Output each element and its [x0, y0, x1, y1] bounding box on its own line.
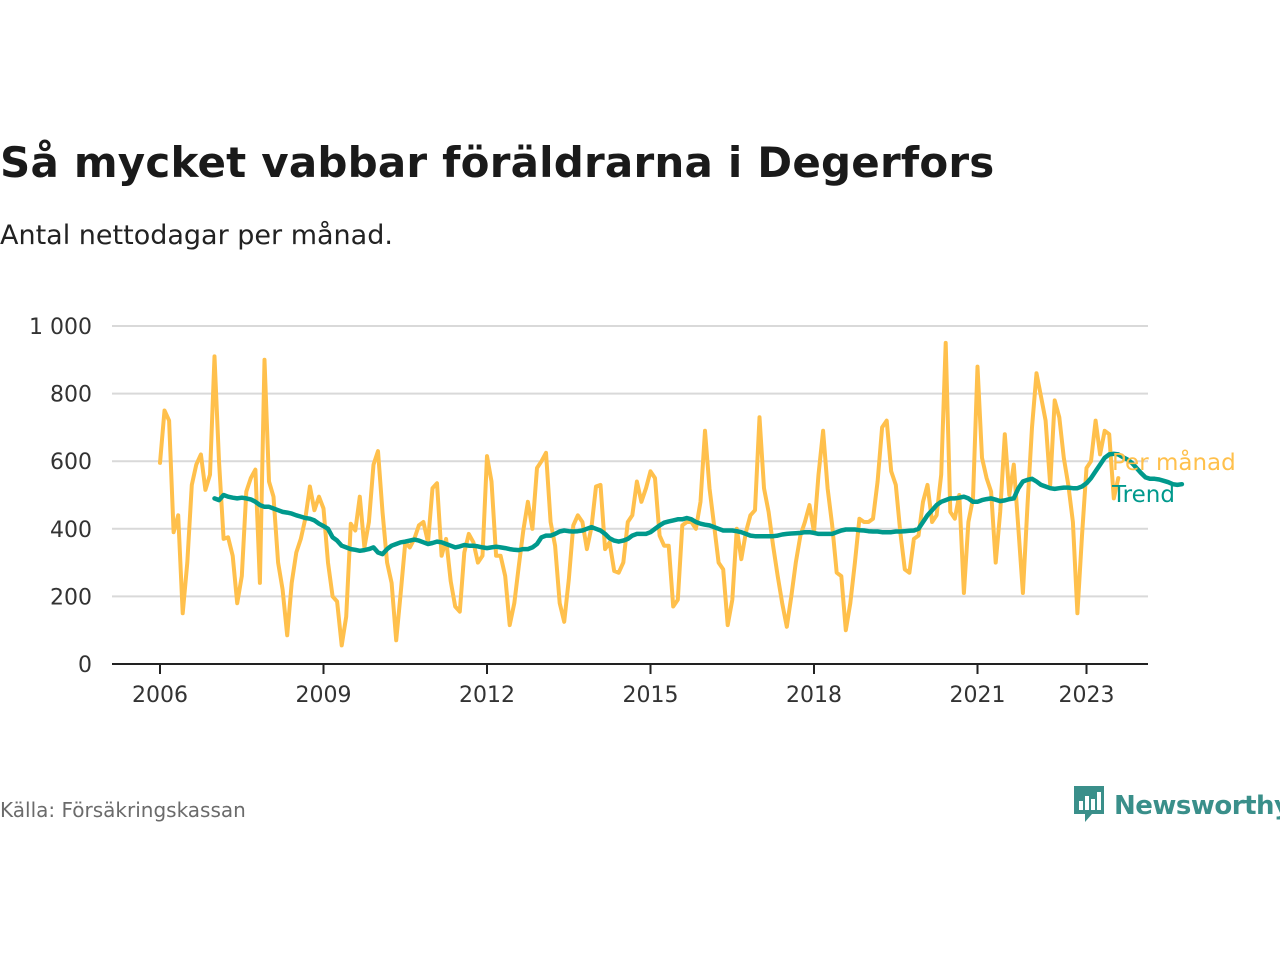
page-title: Så mycket vabbar föräldrarna i Degerfors [0, 138, 995, 187]
y-axis-tick-labels: 0 200 400 600 800 1 000 [29, 315, 92, 678]
x-tick-label: 2006 [132, 683, 188, 708]
y-tick-label: 1 000 [29, 315, 92, 340]
series-label: Trend [1111, 482, 1175, 508]
x-axis: 2006 2009 2012 2015 2018 2021 2023 [112, 663, 1148, 708]
series-lines [158, 340, 1185, 648]
series-label: Per månad [1112, 448, 1236, 476]
x-tick-label: 2018 [786, 683, 842, 708]
y-tick-label: 800 [50, 383, 92, 408]
page-subtitle: Antal nettodagar per månad. [0, 220, 393, 251]
series-labels: Per månad Trend [1111, 448, 1236, 508]
source-note: Källa: Försäkringskassan [0, 798, 246, 822]
x-tick-label: 2023 [1059, 683, 1115, 708]
y-tick-label: 0 [78, 653, 92, 678]
y-tick-label: 400 [50, 518, 92, 543]
series-line-per-manad [158, 340, 1121, 648]
x-tick-label: 2009 [296, 683, 352, 708]
brand-name: Newsworthy [1114, 791, 1280, 821]
newsworthy-logo[interactable]: Newsworthy [1072, 786, 1280, 826]
y-tick-label: 200 [50, 585, 92, 610]
x-tick-label: 2012 [459, 683, 515, 708]
x-tick-label: 2021 [950, 683, 1006, 708]
bar-chart-speech-bubble-icon [1072, 784, 1106, 828]
series-line-trend [212, 451, 1185, 557]
x-tick-label: 2015 [623, 683, 679, 708]
y-tick-label: 600 [50, 450, 92, 475]
